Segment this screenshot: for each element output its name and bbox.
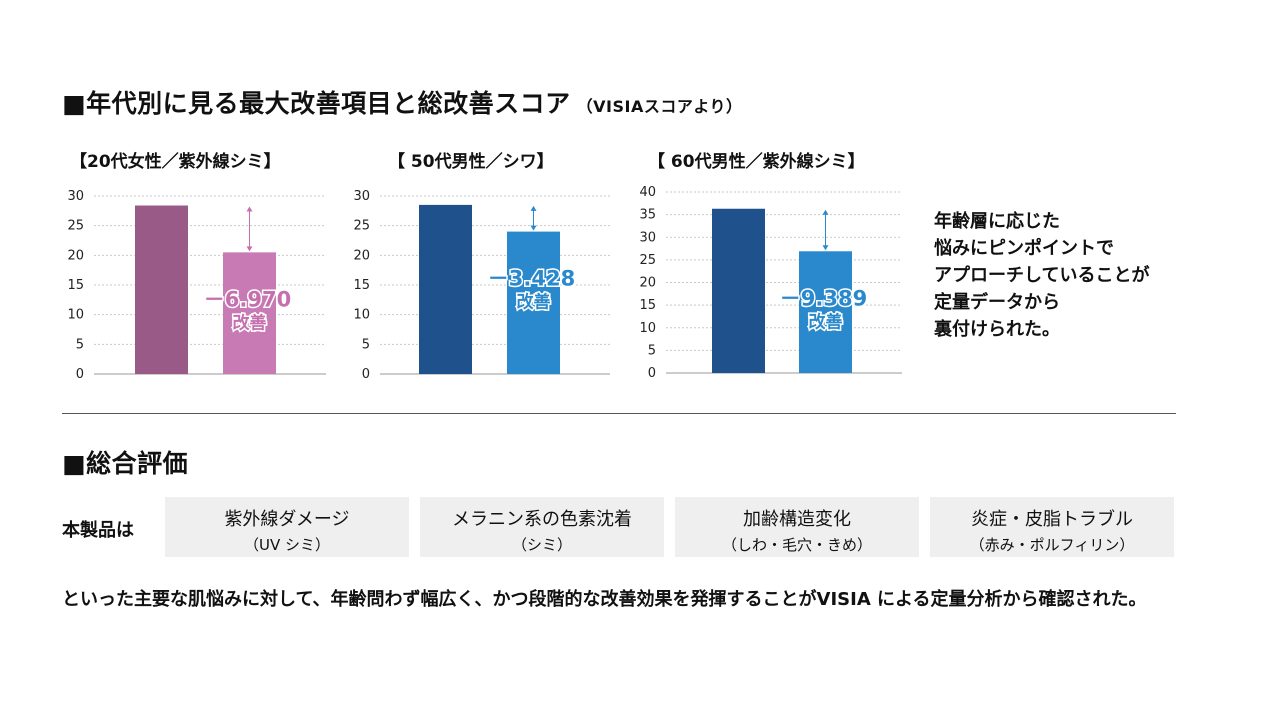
improvement-arrow-head-down: [822, 245, 829, 251]
eval-item-detail: （UV シミ）: [243, 536, 330, 554]
y-tick-label: 0: [76, 367, 84, 382]
product-label: 本製品は: [62, 520, 134, 541]
eval-item-aging: 加齢構造変化 （しわ・毛穴・きめ）: [675, 497, 919, 557]
y-tick-label: 0: [362, 367, 370, 382]
y-tick-label: 5: [76, 337, 84, 352]
improvement-text-label: 改善: [233, 312, 267, 333]
eval-item-main: 紫外線ダメージ: [224, 509, 350, 530]
y-tick-label: 15: [639, 298, 656, 313]
y-tick-label: 20: [353, 248, 370, 263]
eval-item-inflammation: 炎症・皮脂トラブル （赤み・ポルフィリン）: [930, 497, 1174, 557]
y-tick-label: 15: [353, 278, 370, 293]
y-tick-label: 30: [353, 189, 370, 204]
improvement-text-label: 改善: [517, 292, 551, 313]
overall-evaluation-title: ■総合評価: [62, 449, 189, 478]
improvement-arrow-head-down: [246, 246, 253, 252]
improvement-value-label: －6.970: [204, 287, 291, 311]
y-tick-label: 25: [67, 219, 84, 234]
eval-item-main: 加齢構造変化: [743, 509, 851, 530]
side-note-line: 年齢層に応じた: [934, 211, 1060, 232]
y-tick-label: 30: [639, 230, 656, 245]
bar-before: [419, 204, 472, 374]
bar-after: [223, 252, 276, 374]
eval-item-uv-damage: 紫外線ダメージ （UV シミ）: [165, 497, 409, 557]
y-tick-label: 40: [639, 185, 656, 200]
page-title-sub: （VISIAスコアより）: [576, 97, 743, 116]
y-tick-label: 30: [67, 189, 84, 204]
eval-item-main: 炎症・皮脂トラブル: [971, 509, 1133, 530]
improvement-arrow-head-down: [530, 225, 537, 231]
bar-before: [135, 205, 188, 374]
eval-item-detail: （シミ）: [511, 536, 572, 554]
y-tick-label: 10: [639, 321, 656, 336]
eval-item-detail: （しわ・毛穴・きめ）: [721, 536, 872, 554]
chart-title-1: 【20代女性／紫外線シミ】: [70, 152, 281, 172]
y-tick-label: 0: [648, 366, 656, 381]
chart-title-2: 【 50代男性／シワ】: [388, 152, 554, 172]
y-tick-label: 20: [67, 248, 84, 263]
page-title-main: ■年代別に見る最大改善項目と総改善スコア: [62, 89, 571, 118]
y-tick-label: 10: [67, 308, 84, 323]
conclusion-text: といった主要な肌悩みに対して、年齢問わず幅広く、かつ段階的な改善効果を発揮するこ…: [62, 589, 1147, 610]
side-note-line: 定量データから: [934, 292, 1060, 313]
y-tick-label: 20: [639, 276, 656, 291]
side-note-line: アプローチしていることが: [934, 265, 1150, 286]
y-tick-label: 5: [648, 343, 656, 358]
side-note-line: 裏付けられた。: [934, 319, 1060, 340]
bar-after: [799, 251, 852, 373]
improvement-arrow-head-up: [530, 205, 537, 211]
eval-item-detail: （赤み・ポルフィリン）: [969, 536, 1135, 554]
y-tick-label: 5: [362, 337, 370, 352]
side-note: 年齢層に応じた 悩みにピンポイントで アプローチしていることが 定量データから …: [934, 208, 1149, 343]
y-tick-label: 25: [353, 219, 370, 234]
improvement-value-label: －9.389: [780, 286, 867, 310]
improvement-arrow-head-up: [822, 209, 829, 215]
bar-before: [712, 208, 765, 373]
page-title: ■年代別に見る最大改善項目と総改善スコア （VISIAスコアより）: [62, 84, 743, 120]
y-tick-label: 35: [639, 208, 656, 223]
improvement-value-label: －3.428: [488, 267, 575, 291]
y-tick-label: 10: [353, 308, 370, 323]
improvement-text-label: 改善: [809, 311, 843, 332]
chart-title-3: 【 60代男性／紫外線シミ】: [648, 152, 865, 172]
bar-after: [507, 231, 560, 374]
side-note-line: 悩みにピンポイントで: [934, 238, 1114, 259]
eval-item-melanin: メラニン系の色素沈着 （シミ）: [420, 497, 664, 557]
y-tick-label: 15: [67, 278, 84, 293]
section-divider: [62, 413, 1176, 414]
y-tick-label: 25: [639, 253, 656, 268]
eval-item-main: メラニン系の色素沈着: [452, 509, 632, 530]
improvement-arrow-head-up: [246, 206, 253, 212]
